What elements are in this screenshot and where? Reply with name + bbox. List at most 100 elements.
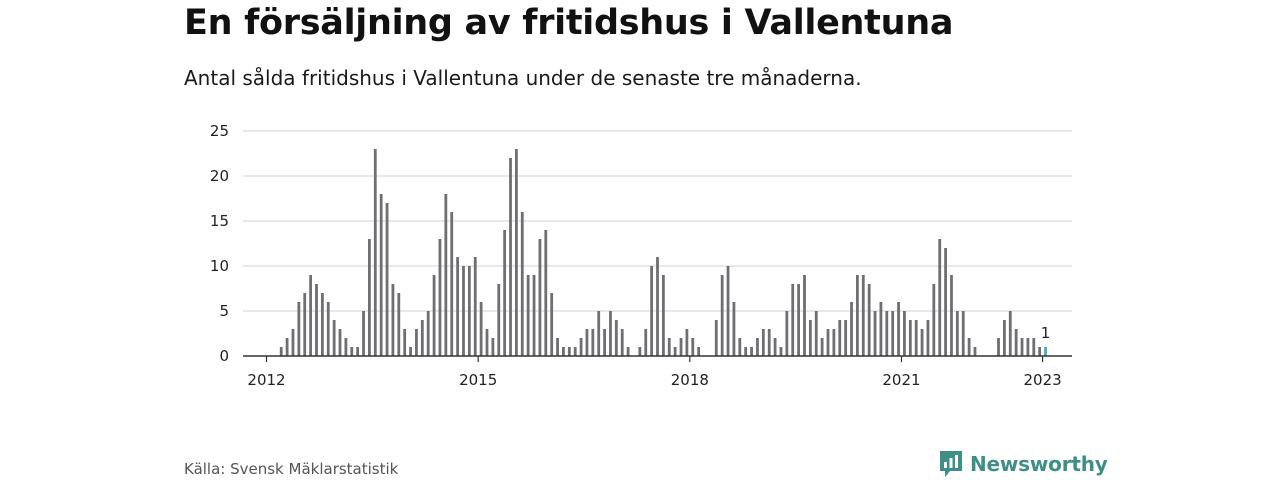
bar xyxy=(714,320,718,356)
bar xyxy=(585,329,589,356)
chart-subtitle: Antal sålda fritidshus i Vallentuna unde… xyxy=(184,66,862,90)
bar xyxy=(350,347,354,356)
bar xyxy=(685,329,689,356)
bar xyxy=(691,338,695,356)
bar xyxy=(509,158,512,356)
source-note: Källa: Svensk Mäklarstatistik xyxy=(184,460,399,478)
bar-chart-logo-icon xyxy=(940,451,962,477)
x-tick-label: 2018 xyxy=(671,371,709,389)
bar xyxy=(426,311,430,356)
highlight-value-label: 1 xyxy=(1041,324,1051,342)
bar xyxy=(638,347,642,356)
bar xyxy=(397,293,401,356)
bar xyxy=(473,257,477,356)
bar xyxy=(315,284,318,356)
bar xyxy=(944,248,947,356)
y-tick-label: 15 xyxy=(210,212,229,230)
bar xyxy=(514,149,518,356)
bar xyxy=(373,149,377,356)
newsworthy-logo[interactable]: Newsworthy xyxy=(938,449,1108,479)
bar xyxy=(556,338,559,356)
bar xyxy=(961,311,965,356)
bar xyxy=(403,329,407,356)
bar xyxy=(832,329,836,356)
bar xyxy=(750,347,753,356)
bar xyxy=(332,320,336,356)
bar xyxy=(673,347,677,356)
bar xyxy=(479,302,483,356)
bar xyxy=(415,329,418,356)
bar xyxy=(485,329,489,356)
bar xyxy=(726,266,730,356)
bar xyxy=(908,320,912,356)
y-tick-label: 20 xyxy=(210,167,229,185)
bar xyxy=(456,257,459,356)
bar xyxy=(320,293,324,356)
bar xyxy=(850,302,853,356)
bar xyxy=(891,311,895,356)
bar xyxy=(614,320,618,356)
bar xyxy=(950,275,953,356)
bar xyxy=(544,230,548,356)
bar xyxy=(879,302,883,356)
bar xyxy=(826,329,830,356)
bar xyxy=(791,284,795,356)
bar xyxy=(867,284,871,356)
bar xyxy=(432,275,436,356)
bar xyxy=(873,311,877,356)
bar xyxy=(567,347,571,356)
bar xyxy=(603,329,606,356)
bar xyxy=(697,347,701,356)
bar xyxy=(1026,338,1030,356)
bar xyxy=(885,311,889,356)
bar xyxy=(609,311,612,356)
bar xyxy=(997,338,1000,356)
bar xyxy=(338,329,342,356)
bar xyxy=(914,320,918,356)
bar xyxy=(773,338,777,356)
x-tick-label: 2023 xyxy=(1024,371,1062,389)
bar xyxy=(838,320,842,356)
bar xyxy=(967,338,971,356)
bar xyxy=(379,194,383,356)
bar xyxy=(368,239,371,356)
bar xyxy=(856,275,859,356)
bar xyxy=(1038,347,1042,356)
bar xyxy=(462,266,465,356)
bar xyxy=(344,338,348,356)
bar xyxy=(679,338,683,356)
bar xyxy=(920,329,924,356)
bar xyxy=(1002,320,1006,356)
bar xyxy=(938,239,942,356)
bar xyxy=(903,311,906,356)
bar xyxy=(738,338,742,356)
y-axis-tick-labels: 0 5 10 15 20 25 xyxy=(210,122,229,365)
bar xyxy=(591,329,595,356)
x-tick-label: 2012 xyxy=(247,371,285,389)
bar xyxy=(285,338,289,356)
annotations: 1 xyxy=(1041,324,1051,342)
bar xyxy=(291,329,295,356)
bar xyxy=(973,347,977,356)
bar xyxy=(1032,338,1036,356)
bar xyxy=(620,329,624,356)
bar xyxy=(356,347,360,356)
bar xyxy=(303,293,307,356)
bar xyxy=(656,257,659,356)
bar xyxy=(538,239,542,356)
bar xyxy=(744,347,748,356)
x-tick-label: 2021 xyxy=(882,371,920,389)
bar xyxy=(926,320,930,356)
bar xyxy=(661,275,665,356)
bar xyxy=(391,284,395,356)
bar xyxy=(814,311,818,356)
bar xyxy=(562,347,565,356)
bar xyxy=(955,311,959,356)
bar xyxy=(644,329,648,356)
bar xyxy=(362,311,365,356)
bar xyxy=(450,212,454,356)
bar xyxy=(532,275,536,356)
bar xyxy=(626,347,630,356)
bar xyxy=(861,275,865,356)
bar xyxy=(820,338,824,356)
